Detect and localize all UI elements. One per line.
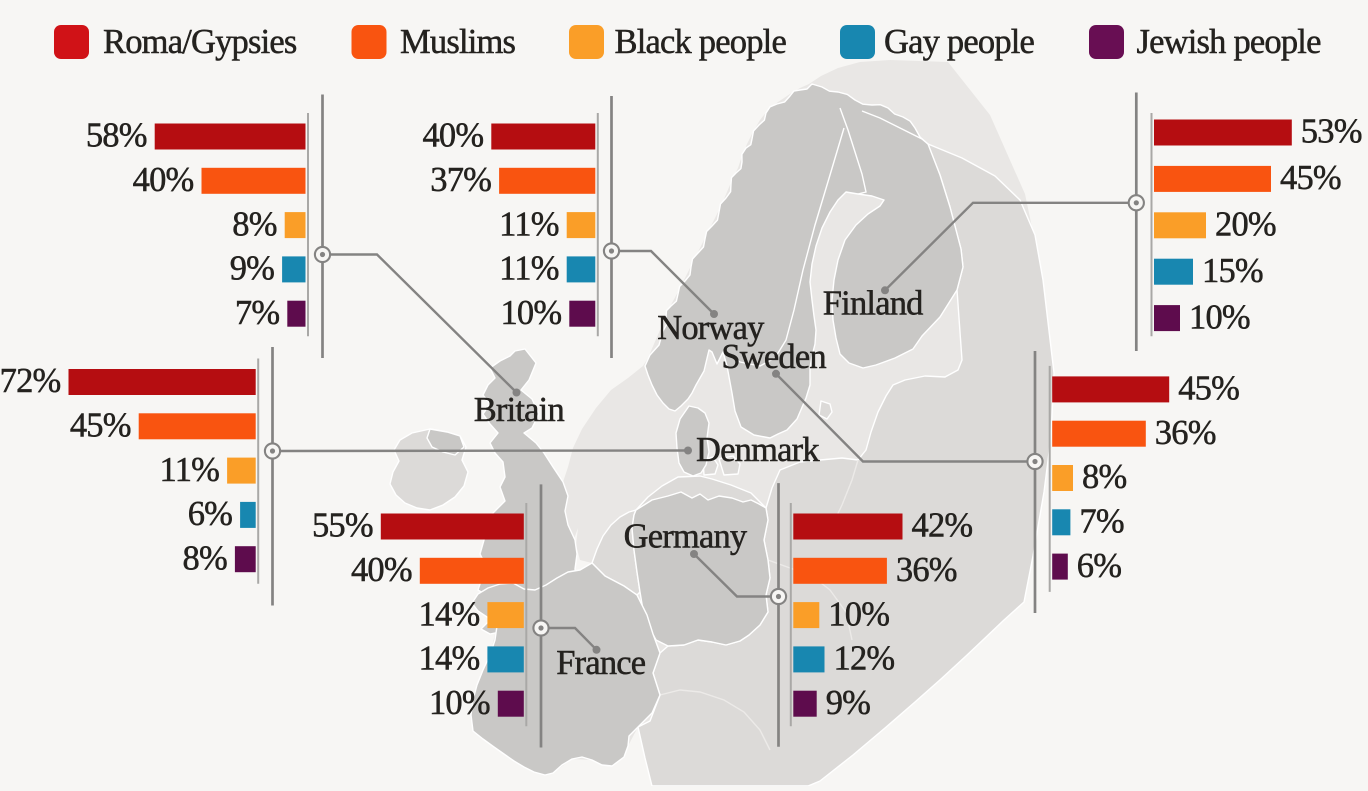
svg-text:58%: 58% <box>86 117 147 155</box>
svg-text:12%: 12% <box>834 640 895 678</box>
svg-text:7%: 7% <box>1079 503 1123 541</box>
svg-text:8%: 8% <box>183 539 227 577</box>
svg-text:40%: 40% <box>133 161 194 199</box>
svg-text:42%: 42% <box>912 507 973 545</box>
svg-text:10%: 10% <box>500 294 561 332</box>
svg-text:Denmark: Denmark <box>696 431 820 469</box>
svg-text:36%: 36% <box>896 551 957 589</box>
svg-text:20%: 20% <box>1215 206 1276 244</box>
svg-text:10%: 10% <box>429 684 490 722</box>
svg-text:37%: 37% <box>430 161 491 199</box>
svg-text:Britain: Britain <box>474 391 565 429</box>
svg-text:6%: 6% <box>188 495 232 533</box>
svg-text:10%: 10% <box>1189 298 1250 336</box>
svg-text:14%: 14% <box>419 595 480 633</box>
svg-text:Roma/Gypsies: Roma/Gypsies <box>103 23 297 61</box>
svg-text:France: France <box>556 644 646 682</box>
svg-text:Jewish people: Jewish people <box>1137 23 1322 61</box>
svg-text:Germany: Germany <box>624 518 748 556</box>
svg-text:Sweden: Sweden <box>721 338 826 376</box>
svg-text:45%: 45% <box>70 407 131 445</box>
svg-text:45%: 45% <box>1178 370 1239 408</box>
svg-text:9%: 9% <box>826 684 870 722</box>
svg-text:10%: 10% <box>828 595 889 633</box>
svg-text:11%: 11% <box>499 250 559 288</box>
svg-text:53%: 53% <box>1301 113 1362 151</box>
svg-text:Black people: Black people <box>615 23 787 61</box>
svg-text:11%: 11% <box>499 205 559 243</box>
svg-text:40%: 40% <box>422 117 483 155</box>
svg-text:45%: 45% <box>1280 159 1341 197</box>
svg-text:Muslims: Muslims <box>400 23 516 61</box>
svg-text:6%: 6% <box>1077 547 1121 585</box>
svg-text:14%: 14% <box>419 640 480 678</box>
svg-text:40%: 40% <box>351 551 412 589</box>
svg-text:Gay people: Gay people <box>884 23 1035 61</box>
svg-text:Finland: Finland <box>823 285 923 323</box>
svg-text:Norway: Norway <box>657 309 765 347</box>
svg-text:8%: 8% <box>1082 458 1126 496</box>
svg-text:72%: 72% <box>0 362 61 400</box>
svg-text:9%: 9% <box>230 250 274 288</box>
svg-text:36%: 36% <box>1155 414 1216 452</box>
svg-text:7%: 7% <box>235 294 279 332</box>
svg-text:55%: 55% <box>312 507 373 545</box>
svg-text:8%: 8% <box>232 205 276 243</box>
svg-text:15%: 15% <box>1202 252 1263 290</box>
svg-text:11%: 11% <box>160 451 220 489</box>
